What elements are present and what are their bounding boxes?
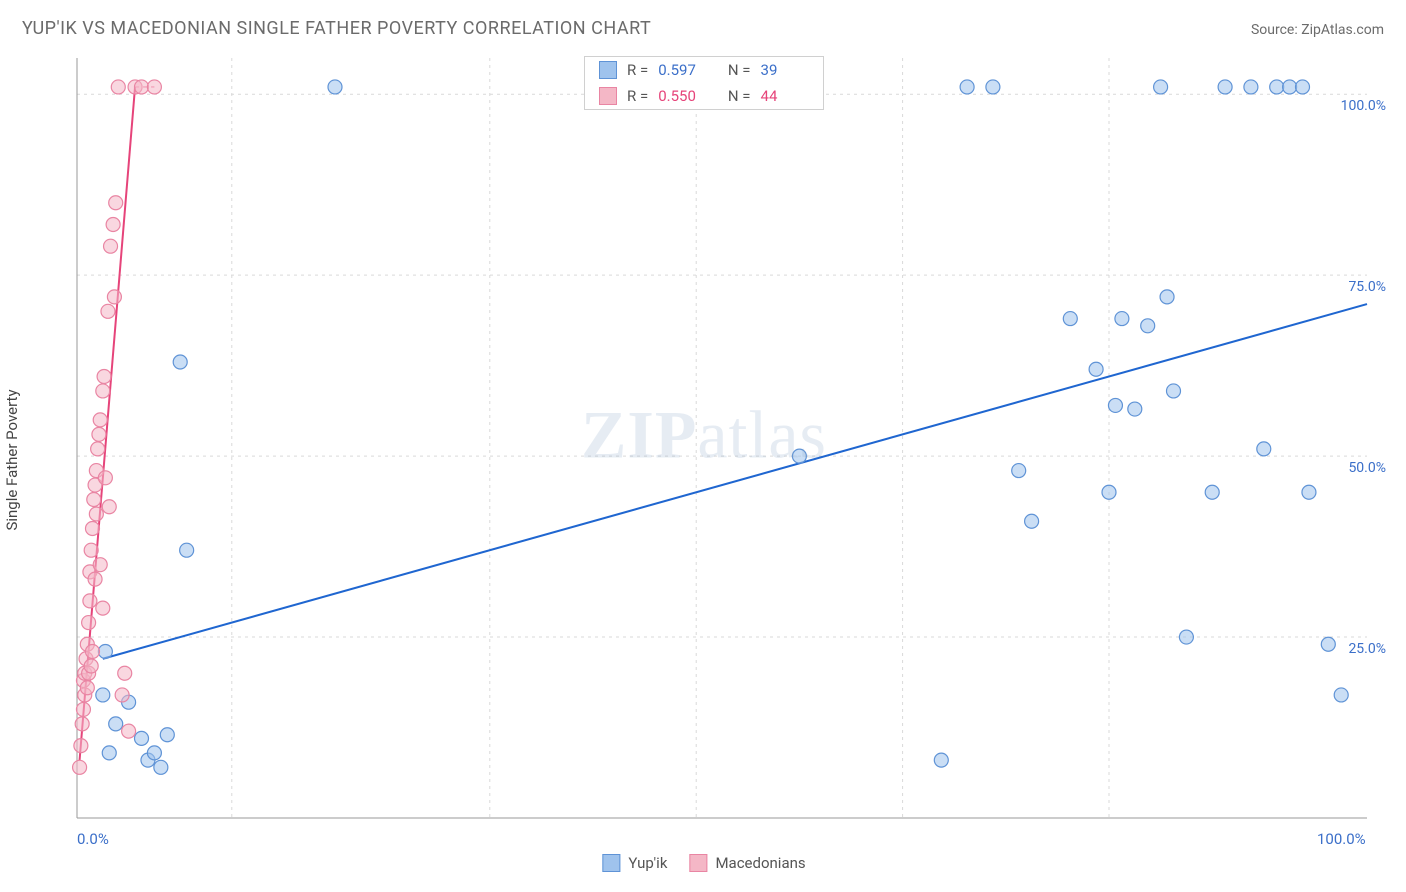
legend-label-yupik: Yup'ik (628, 854, 667, 872)
y-tick-label: 100.0% (1341, 98, 1386, 114)
x-axis-max-label: 100.0% (1317, 830, 1366, 848)
y-tick-label: 75.0% (1348, 279, 1386, 295)
legend-n-value-yupik: 39 (761, 61, 778, 79)
correlation-legend: R = 0.597 N = 39 R = 0.550 N = 44 (584, 56, 824, 110)
swatch-macedonians (689, 854, 707, 872)
legend-item-yupik: Yup'ik (602, 854, 667, 872)
legend-n-label: N = (728, 87, 751, 105)
y-tick-label: 50.0% (1348, 460, 1386, 476)
legend-n-value-macedonians: 44 (761, 87, 778, 105)
x-axis-min-label: 0.0% (77, 830, 109, 848)
legend-r-value-macedonians: 0.550 (658, 87, 696, 105)
y-axis-label: Single Father Poverty (3, 389, 21, 530)
legend-r-label: R = (627, 61, 648, 79)
swatch-yupik (599, 61, 617, 79)
legend-r-label: R = (627, 87, 648, 105)
legend-r-value-yupik: 0.597 (658, 61, 696, 79)
swatch-macedonians (599, 87, 617, 105)
source-label: Source: ZipAtlas.com (1251, 22, 1384, 38)
legend-item-macedonians: Macedonians (689, 854, 805, 872)
scatter-plot (22, 48, 1375, 848)
y-tick-label: 25.0% (1348, 641, 1386, 657)
chart-container: Single Father Poverty ZIPatlas R = 0.597… (22, 48, 1386, 872)
legend-label-macedonians: Macedonians (715, 854, 805, 872)
chart-title: YUP'IK VS MACEDONIAN SINGLE FATHER POVER… (22, 18, 651, 39)
legend-n-label: N = (728, 61, 751, 79)
swatch-yupik (602, 854, 620, 872)
legend-row-macedonians: R = 0.550 N = 44 (585, 83, 823, 109)
legend-row-yupik: R = 0.597 N = 39 (585, 57, 823, 83)
series-legend: Yup'ik Macedonians (602, 854, 805, 872)
